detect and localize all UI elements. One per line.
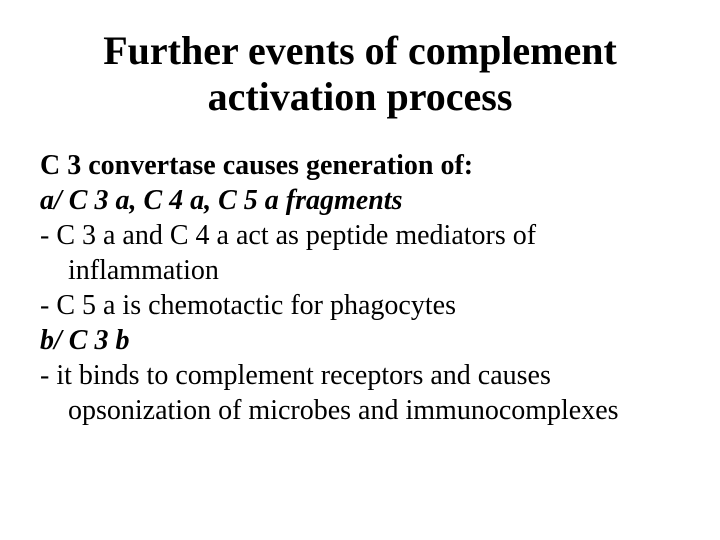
title-line-2: activation process [208, 74, 513, 119]
item-a-detail-1: - C 3 a and C 4 a act as peptide mediato… [40, 218, 680, 288]
slide-title: Further events of complement activation … [40, 28, 680, 120]
item-b-detail-1: - it binds to complement receptors and c… [40, 358, 680, 428]
slide-body: C 3 convertase causes generation of: a/ … [40, 148, 680, 428]
title-line-1: Further events of complement [103, 28, 617, 73]
item-a-detail-2: - C 5 a is chemotactic for phagocytes [40, 288, 680, 323]
item-a-heading: a/ C 3 a, C 4 a, C 5 a fragments [40, 183, 680, 218]
item-b-heading: b/ C 3 b [40, 323, 680, 358]
intro-line: C 3 convertase causes generation of: [40, 148, 680, 183]
